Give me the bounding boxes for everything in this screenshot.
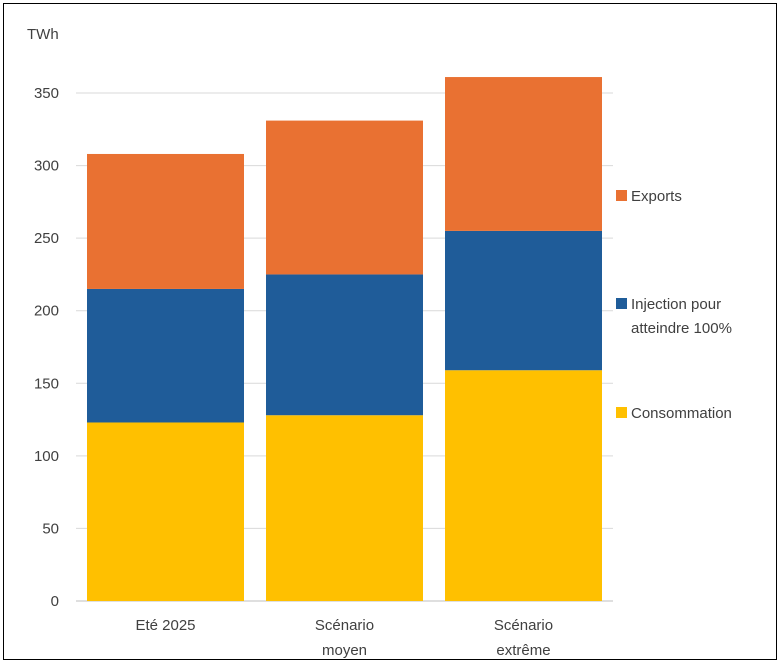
bar-segment [266, 274, 423, 416]
x-tick-label: extrême [496, 642, 550, 659]
legend: Exports Injection pour atteindre 100% Conso… [616, 188, 732, 422]
bar-segment [266, 415, 423, 601]
x-tick-label: Eté 2025 [135, 617, 195, 634]
bar-segment [87, 288, 244, 423]
bar-segment [445, 230, 602, 371]
y-tick-label: 100 [34, 448, 59, 465]
y-tick-label: 50 [42, 520, 59, 537]
legend-swatch [616, 298, 627, 309]
bar-segment [87, 153, 244, 289]
x-tick-label: moyen [322, 642, 367, 659]
y-tick-label: 150 [34, 375, 59, 392]
bars [87, 77, 602, 601]
legend-label: atteindre 100% [631, 320, 732, 337]
legend-swatch [616, 407, 627, 418]
y-tick-label: 350 [34, 85, 59, 102]
bar-segment [87, 422, 244, 601]
y-tick-label: 250 [34, 230, 59, 247]
legend-swatch [616, 190, 627, 201]
stacked-bar-chart: 0 50 100 150 200 250 300 350 Eté 2025 Scénario mo… [27, 26, 732, 659]
x-tick-label: Scénario [315, 617, 374, 634]
x-tick-label: Scénario [494, 617, 553, 634]
legend-label: Consommation [631, 405, 732, 422]
y-axis-ticks: 0 50 100 150 200 250 300 350 [34, 85, 59, 610]
legend-label: Exports [631, 188, 682, 205]
y-tick-label: 300 [34, 158, 59, 175]
y-tick-label: 0 [51, 593, 59, 610]
legend-label: Injection pour [631, 296, 721, 313]
chart-frame: 0 50 100 150 200 250 300 350 Eté 2025 Scénario mo… [3, 3, 777, 660]
x-axis-ticks: Eté 2025 Scénario moyen Scénario extrême [135, 617, 553, 659]
bar-segment [445, 77, 602, 231]
y-axis-unit-label: TWh [27, 26, 59, 43]
bar-segment [266, 120, 423, 275]
bar-segment [445, 370, 602, 601]
y-tick-label: 200 [34, 303, 59, 320]
